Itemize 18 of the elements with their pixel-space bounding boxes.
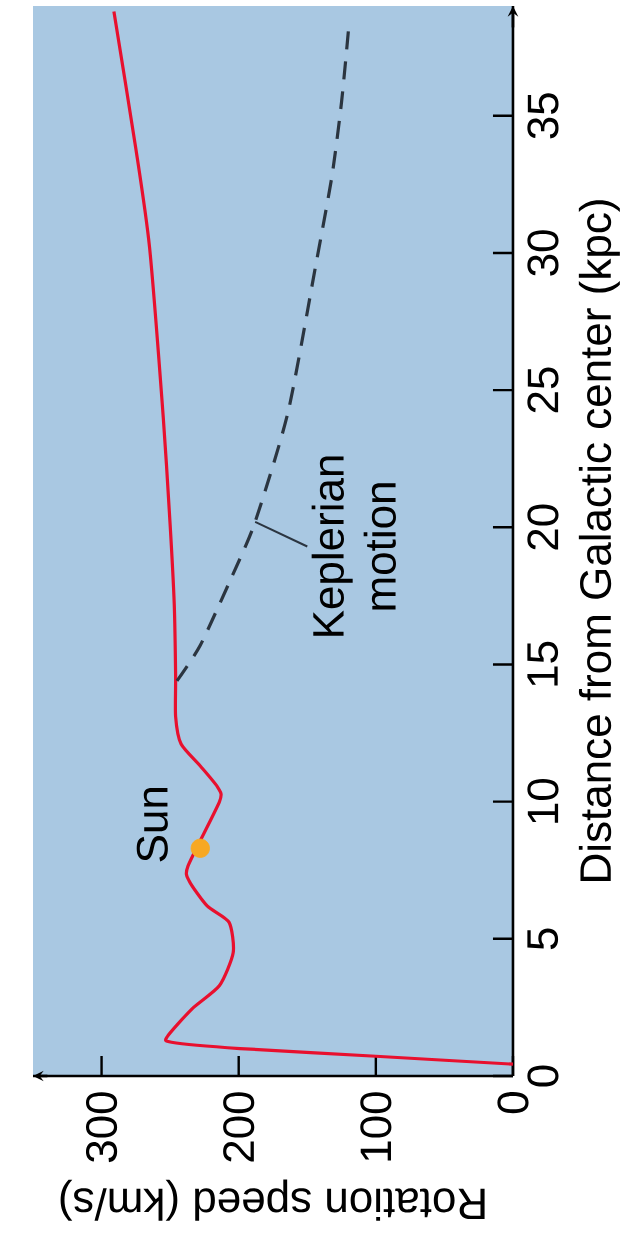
y-tick-label: 15 xyxy=(527,641,559,686)
x-tick-label: 200 xyxy=(223,1092,255,1162)
line-series xyxy=(112,9,515,1066)
y-tick-label: 30 xyxy=(527,230,559,276)
y-tick-label: 25 xyxy=(527,367,559,413)
y-tick-label: 5 xyxy=(527,928,559,950)
legend-label: Keplerian motion xyxy=(311,456,396,636)
y-axis-title: Distance from Galactic center (kpc) xyxy=(578,200,620,881)
y-tick-label: 20 xyxy=(527,504,559,550)
x-tick-label: 100 xyxy=(360,1092,392,1161)
x-tick-label: 300 xyxy=(85,1092,118,1163)
text: Sun xyxy=(136,788,168,862)
y-tick-label: 10 xyxy=(527,778,559,823)
y-tick-label: 35 xyxy=(527,93,559,139)
line-series xyxy=(175,29,351,683)
y-tick-label: 0 xyxy=(527,1065,559,1087)
x-axis-title: Rotation speed (km/s) xyxy=(60,1179,485,1221)
x-tick-label: 0 xyxy=(497,1092,529,1114)
